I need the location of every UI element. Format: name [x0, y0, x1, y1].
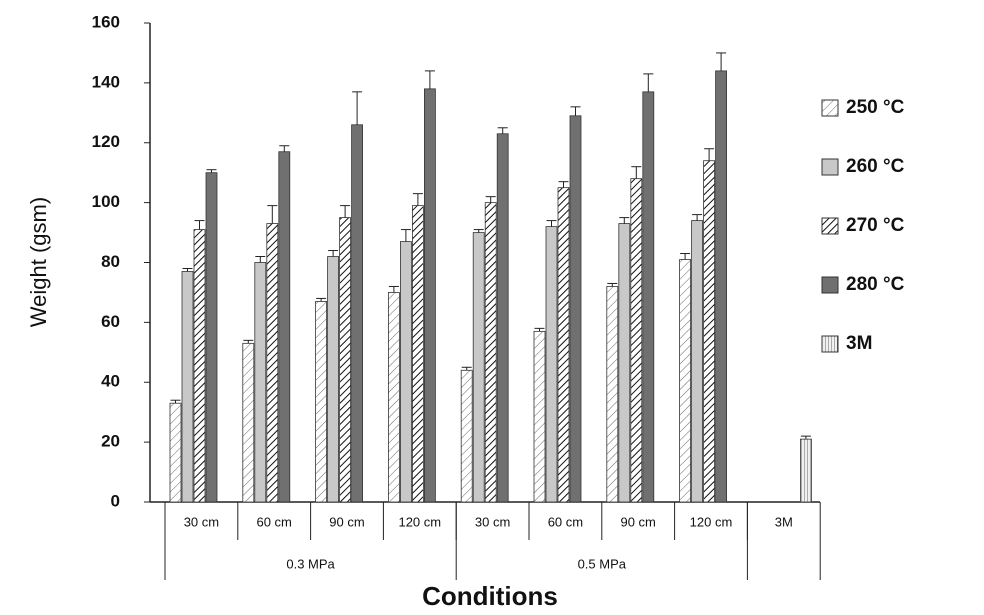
- bar: [570, 116, 581, 502]
- error-bar: [643, 74, 653, 92]
- error-bar: [607, 283, 617, 286]
- y-tick-label: 0: [111, 491, 120, 510]
- error-bar: [352, 92, 362, 125]
- x-axis-title: Conditions: [422, 581, 558, 611]
- bar: [534, 331, 545, 502]
- bar: [704, 161, 715, 502]
- bar: [255, 263, 266, 503]
- bar: [716, 71, 727, 502]
- x-tick-label: 30 cm: [184, 514, 219, 529]
- legend-label: 280 °C: [846, 274, 905, 295]
- legend-swatch: [822, 277, 838, 293]
- error-bar: [243, 340, 253, 343]
- error-bar: [183, 268, 193, 271]
- legend-label: 260 °C: [846, 156, 905, 177]
- y-tick-label: 120: [92, 132, 120, 151]
- y-tick-label: 100: [92, 192, 120, 211]
- error-bar: [195, 221, 205, 230]
- bar: [170, 403, 181, 502]
- x-tick-label: 30 cm: [475, 514, 510, 529]
- bar: [546, 227, 557, 502]
- legend-swatch: [822, 218, 838, 234]
- bar: [267, 224, 278, 502]
- error-bar: [535, 328, 545, 331]
- bar: [400, 242, 411, 502]
- bar: [182, 271, 193, 502]
- error-bar: [680, 254, 690, 260]
- x-tick-label: 90 cm: [329, 514, 364, 529]
- bar: [328, 257, 339, 502]
- bar: [340, 218, 351, 502]
- error-bar: [716, 53, 726, 71]
- x-tick-label: 120 cm: [398, 514, 441, 529]
- x-tick-label: 60 cm: [548, 514, 583, 529]
- bar: [194, 230, 205, 502]
- bar: [558, 188, 569, 502]
- y-tick-label: 60: [101, 312, 120, 331]
- error-bar: [316, 298, 326, 301]
- error-bar: [425, 71, 435, 89]
- bar: [680, 260, 691, 502]
- y-tick-label: 20: [101, 432, 120, 451]
- y-axis-title: Weight (gsm): [26, 197, 51, 327]
- error-bar: [801, 436, 811, 439]
- bar: [485, 203, 496, 502]
- error-bar: [462, 367, 472, 370]
- error-bar: [631, 167, 641, 179]
- bar: [643, 92, 654, 502]
- bar: [800, 439, 811, 502]
- bar: [692, 221, 703, 502]
- y-tick-label: 140: [92, 72, 120, 91]
- y-tick-label: 80: [101, 252, 120, 271]
- bar: [412, 206, 423, 502]
- legend-label: 270 °C: [846, 215, 905, 236]
- bar: [279, 152, 290, 502]
- bar: [316, 301, 327, 502]
- error-bar: [571, 107, 581, 116]
- bar: [388, 292, 399, 502]
- bar: [243, 343, 254, 502]
- legend-swatch: [822, 336, 838, 352]
- bar: [461, 370, 472, 502]
- error-bar: [401, 230, 411, 242]
- group-label: 0.3 MPa: [286, 556, 335, 571]
- y-tick-label: 160: [92, 12, 120, 31]
- bar: [607, 286, 618, 502]
- x-tick-label: 120 cm: [690, 514, 733, 529]
- error-bar: [547, 221, 557, 227]
- error-bar: [389, 286, 399, 292]
- y-tick-label: 40: [101, 372, 120, 391]
- error-bar: [619, 218, 629, 224]
- bar: [497, 134, 508, 502]
- x-tick-label: 90 cm: [620, 514, 655, 529]
- error-bar: [255, 257, 265, 263]
- bar: [473, 233, 484, 502]
- chart: Weight (gsm) Conditions 0 20 40 60 80 100 120 1…: [0, 0, 984, 615]
- error-bar: [328, 251, 338, 257]
- error-bar: [171, 400, 181, 403]
- legend-label: 250 °C: [846, 97, 905, 118]
- error-bar: [474, 230, 484, 233]
- error-bar: [207, 170, 217, 173]
- x-tick-label: 3M: [775, 514, 793, 529]
- legend-swatch: [822, 159, 838, 175]
- bar: [352, 125, 363, 502]
- x-tick-label: 60 cm: [256, 514, 291, 529]
- bar: [206, 173, 217, 502]
- error-bar: [340, 206, 350, 218]
- error-bar: [559, 182, 569, 188]
- error-bar: [413, 194, 423, 206]
- error-bar: [279, 146, 289, 152]
- error-bar: [692, 215, 702, 221]
- error-bar: [486, 197, 496, 203]
- legend-swatch: [822, 100, 838, 116]
- error-bar: [267, 206, 277, 224]
- error-bar: [498, 128, 508, 134]
- bar: [424, 89, 435, 502]
- error-bar: [704, 149, 714, 161]
- group-label: 0.5 MPa: [578, 556, 627, 571]
- legend-label: 3M: [846, 333, 872, 354]
- bar: [619, 224, 630, 502]
- bar: [631, 179, 642, 502]
